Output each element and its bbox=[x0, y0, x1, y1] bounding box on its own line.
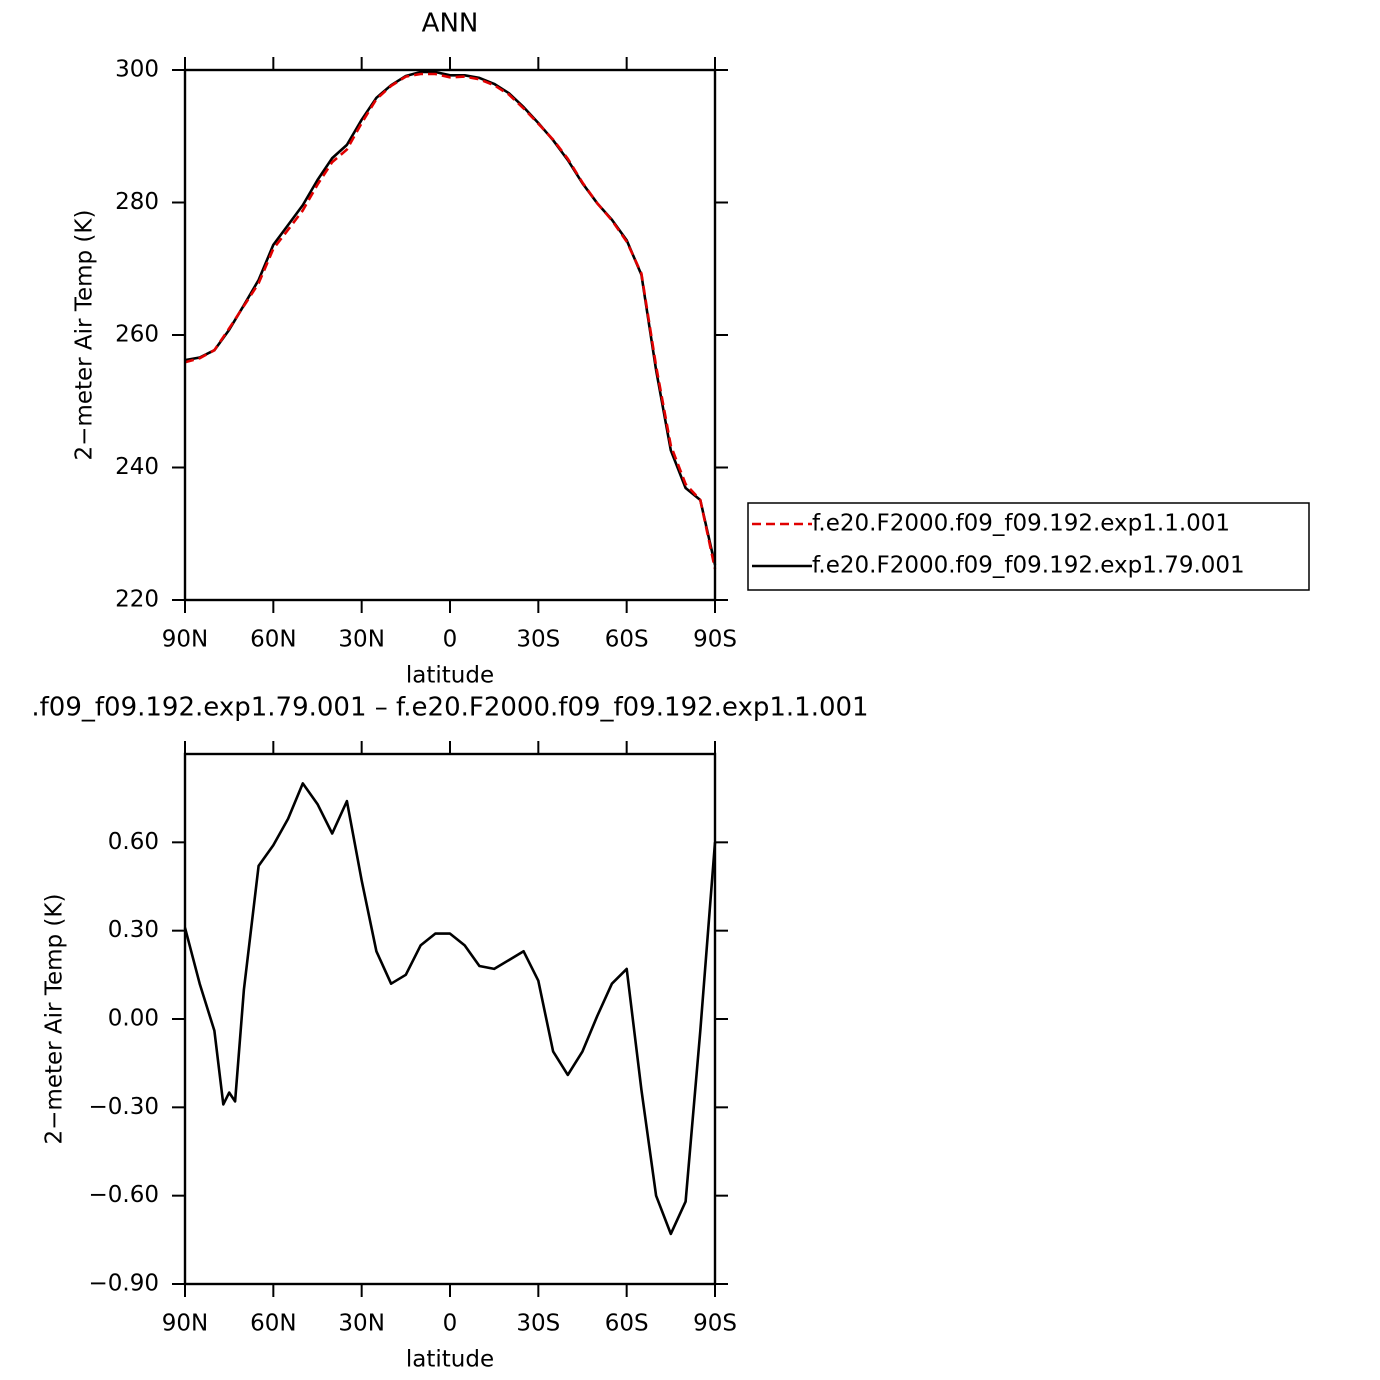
plot-frame bbox=[183, 752, 717, 1286]
panel: .f09_f09.192.exp1.79.001 – f.e20.F2000.f… bbox=[31, 693, 868, 1373]
y-tick-label: 260 bbox=[115, 322, 159, 348]
chart-title: ANN bbox=[422, 9, 479, 39]
x-tick-label: 0 bbox=[443, 1311, 458, 1337]
y-axis-label: 2−meter Air Temp (K) bbox=[72, 210, 98, 461]
y-tick-label: 0.00 bbox=[108, 1006, 159, 1032]
y-tick-label: −0.60 bbox=[89, 1182, 159, 1208]
x-tick-label: 60N bbox=[250, 627, 296, 653]
y-tick-label: 220 bbox=[115, 587, 159, 613]
y-tick-label: 0.60 bbox=[108, 829, 159, 855]
x-tick-label: 30N bbox=[338, 1311, 384, 1337]
x-tick-label: 60N bbox=[250, 1311, 296, 1337]
x-tick-label: 30N bbox=[338, 627, 384, 653]
x-tick-label: 60S bbox=[605, 1311, 649, 1337]
panel: ANN latitude 2−meter Air Temp (K) 220 240 260… bbox=[72, 9, 1310, 689]
legend: f.e20.F2000.f09_f09.192.exp1.1.001 f.e20.… bbox=[747, 502, 1310, 591]
data-line bbox=[184, 72, 717, 570]
x-tick-label: 90N bbox=[162, 1311, 208, 1337]
y-axis-label: 2−meter Air Temp (K) bbox=[42, 894, 68, 1145]
y-tick-label: −0.30 bbox=[89, 1094, 159, 1120]
y-tick-label: 300 bbox=[115, 57, 159, 83]
x-tick-label: 90S bbox=[693, 1311, 737, 1337]
x-tick-label: 60S bbox=[605, 627, 649, 653]
x-axis-label: latitude bbox=[406, 663, 494, 689]
x-tick-label: 30S bbox=[516, 627, 560, 653]
chart-title: .f09_f09.192.exp1.79.001 – f.e20.F2000.f… bbox=[31, 693, 868, 723]
y-tick-label: −0.90 bbox=[89, 1271, 159, 1297]
x-axis-label: latitude bbox=[406, 1347, 494, 1373]
x-tick-label: 30S bbox=[516, 1311, 560, 1337]
y-tick-label: 280 bbox=[115, 189, 159, 215]
y-tick-label: 240 bbox=[115, 454, 159, 480]
y-tick-label: 0.30 bbox=[108, 917, 159, 943]
plot-frame bbox=[183, 68, 717, 602]
x-tick-label: 90S bbox=[693, 627, 737, 653]
data-line bbox=[184, 70, 717, 566]
data-line bbox=[183, 782, 717, 1236]
legend-label: f.e20.F2000.f09_f09.192.exp1.1.001 bbox=[812, 511, 1230, 537]
x-tick-label: 0 bbox=[443, 627, 458, 653]
x-tick-label: 90N bbox=[162, 627, 208, 653]
legend-label: f.e20.F2000.f09_f09.192.exp1.79.001 bbox=[812, 553, 1245, 579]
legend-box bbox=[747, 502, 1310, 591]
